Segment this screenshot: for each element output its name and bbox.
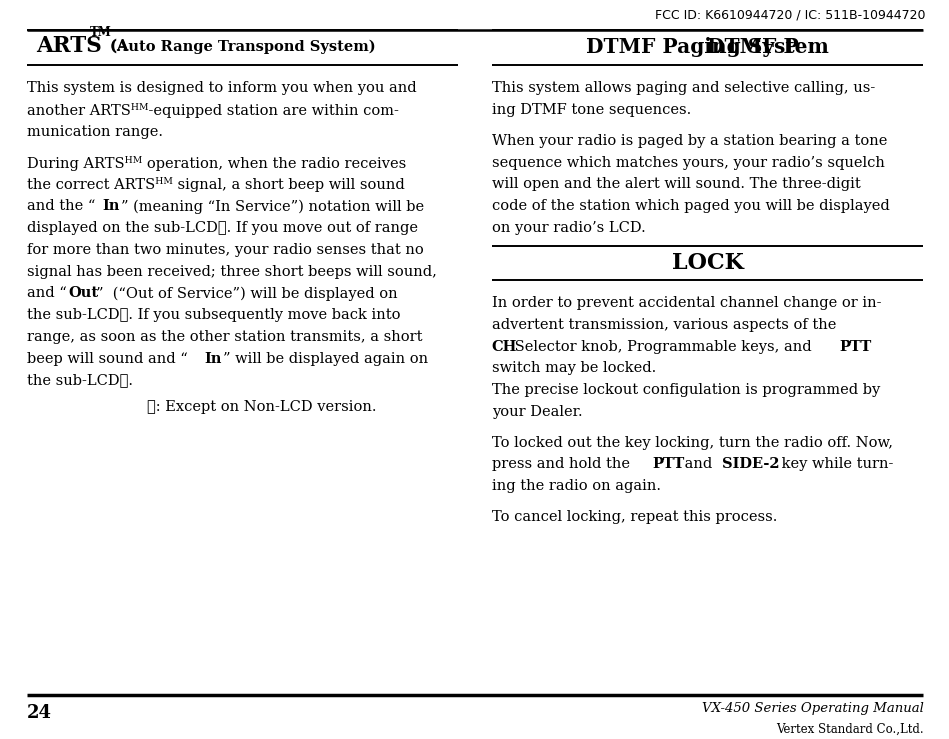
Text: sequence which matches yours, your radio’s squelch: sequence which matches yours, your radio…	[492, 155, 884, 169]
Text: and the “: and the “	[27, 199, 95, 213]
Text: In order to prevent accidental channel change or in-: In order to prevent accidental channel c…	[492, 296, 881, 310]
Text: your Dealer.: your Dealer.	[492, 405, 582, 419]
Text: LOCK: LOCK	[672, 252, 743, 273]
Text: will open and the alert will sound. The three-digit: will open and the alert will sound. The …	[492, 177, 861, 191]
Text: ing the radio on again.: ing the radio on again.	[492, 479, 661, 493]
Text: VX-450 Series Operating Manual: VX-450 Series Operating Manual	[701, 702, 923, 715]
Text: signal has been received; three short beeps will sound,: signal has been received; three short be…	[27, 265, 437, 279]
Text: CH: CH	[492, 339, 517, 353]
Text: advertent transmission, various aspects of the: advertent transmission, various aspects …	[492, 318, 836, 332]
Text: During ARTSᴴᴹ operation, when the radio receives: During ARTSᴴᴹ operation, when the radio …	[27, 155, 406, 171]
Text: ” will be displayed again on: ” will be displayed again on	[223, 352, 428, 366]
Text: code of the station which paged you will be displayed: code of the station which paged you will…	[492, 199, 889, 213]
Text: the sub-LCD※.: the sub-LCD※.	[27, 373, 133, 387]
Text: SIDE-2: SIDE-2	[722, 457, 780, 471]
Text: The precise lockout configulation is programmed by: The precise lockout configulation is pro…	[492, 383, 880, 397]
Text: ”  (“Out of Service”) will be displayed on: ” (“Out of Service”) will be displayed o…	[97, 286, 398, 301]
Text: In: In	[102, 199, 121, 213]
Text: on your radio’s LCD.: on your radio’s LCD.	[492, 221, 645, 235]
Text: the sub-LCD※. If you subsequently move back into: the sub-LCD※. If you subsequently move b…	[27, 308, 400, 322]
Text: ※: Except on Non-LCD version.: ※: Except on Non-LCD version.	[147, 400, 377, 414]
Text: DTMF Paging System: DTMF Paging System	[586, 36, 828, 57]
Text: for more than two minutes, your radio senses that no: for more than two minutes, your radio se…	[27, 242, 423, 256]
Text: This system allows paging and selective calling, us-: This system allows paging and selective …	[492, 81, 875, 95]
Text: DTMF P: DTMF P	[707, 36, 799, 57]
Text: Selector knob, Programmable keys, and: Selector knob, Programmable keys, and	[510, 339, 816, 353]
Text: TM: TM	[90, 26, 112, 39]
Text: ing DTMF tone sequences.: ing DTMF tone sequences.	[492, 103, 691, 117]
Text: switch may be locked.: switch may be locked.	[492, 361, 656, 375]
Text: ARTS: ARTS	[36, 35, 102, 57]
Text: press and hold the: press and hold the	[492, 457, 634, 471]
Text: FCC ID: K6610944720 / IC: 511B-10944720: FCC ID: K6610944720 / IC: 511B-10944720	[655, 9, 925, 22]
Text: and “: and “	[27, 286, 66, 300]
Text: munication range.: munication range.	[27, 125, 162, 139]
Text: range, as soon as the other station transmits, a short: range, as soon as the other station tran…	[27, 330, 422, 344]
Text: (A: (A	[105, 39, 128, 52]
Text: ” (meaning “In Service”) notation will be: ” (meaning “In Service”) notation will b…	[121, 199, 424, 214]
Text: To locked out the key locking, turn the radio off. Now,: To locked out the key locking, turn the …	[492, 435, 893, 449]
Text: In: In	[204, 352, 221, 366]
Text: displayed on the sub-LCD※. If you move out of range: displayed on the sub-LCD※. If you move o…	[27, 221, 418, 235]
Text: beep will sound and “: beep will sound and “	[27, 352, 187, 366]
Text: key while turn-: key while turn-	[777, 457, 894, 471]
Text: PTT: PTT	[840, 339, 872, 353]
Text: 24: 24	[27, 704, 51, 721]
Text: (Auto Range Transpond System): (Auto Range Transpond System)	[105, 39, 376, 54]
Text: the correct ARTSᴴᴹ signal, a short beep will sound: the correct ARTSᴴᴹ signal, a short beep …	[27, 177, 404, 192]
Text: This system is designed to inform you when you and: This system is designed to inform you wh…	[27, 81, 417, 95]
Text: and: and	[679, 457, 716, 471]
Text: Vertex Standard Co.,Ltd.: Vertex Standard Co.,Ltd.	[775, 723, 923, 736]
Text: Out: Out	[69, 286, 99, 300]
Text: To cancel locking, repeat this process.: To cancel locking, repeat this process.	[492, 510, 777, 524]
Text: When your radio is paged by a station bearing a tone: When your radio is paged by a station be…	[492, 134, 887, 148]
Text: PTT: PTT	[652, 457, 684, 471]
Text: another ARTSᴴᴹ-equipped station are within com-: another ARTSᴴᴹ-equipped station are with…	[27, 103, 399, 118]
